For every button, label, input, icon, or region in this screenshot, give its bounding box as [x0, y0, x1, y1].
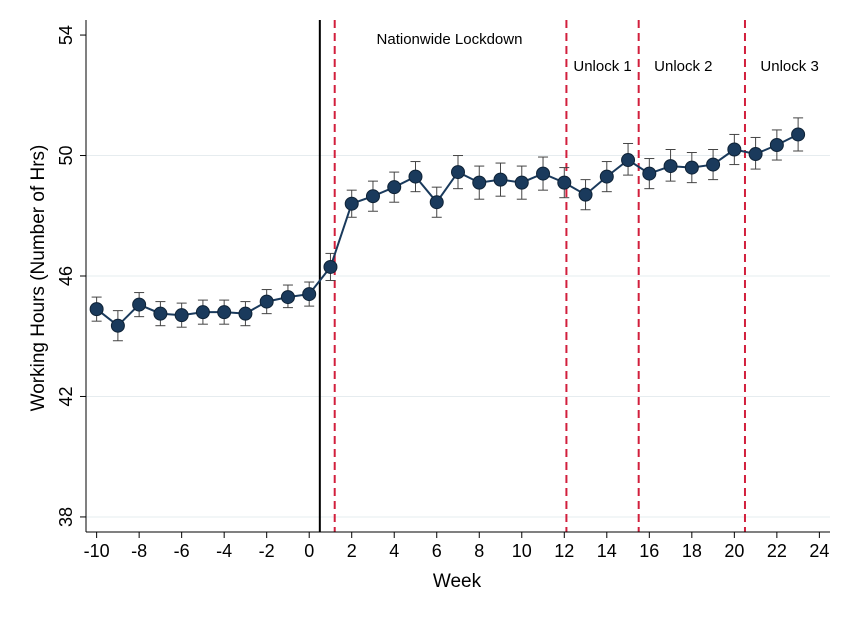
x-tick-label: 22: [767, 541, 787, 561]
x-tick-label: 20: [724, 541, 744, 561]
data-point: [557, 175, 572, 190]
x-tick-label: 18: [682, 541, 702, 561]
data-point: [408, 169, 423, 184]
annotation-label: Unlock 1: [573, 58, 631, 75]
y-tick-label: 38: [56, 507, 76, 527]
x-tick-label: 12: [554, 541, 574, 561]
x-tick-label: -4: [216, 541, 232, 561]
data-point: [621, 153, 636, 168]
data-point: [663, 159, 678, 174]
data-point: [514, 175, 529, 190]
annotation-label: Unlock 2: [654, 58, 712, 75]
data-point: [153, 306, 168, 321]
data-point: [238, 306, 253, 321]
x-tick-label: 10: [512, 541, 532, 561]
data-point: [323, 259, 338, 274]
x-tick-label: 14: [597, 541, 617, 561]
data-point: [599, 169, 614, 184]
x-tick-label: 16: [639, 541, 659, 561]
y-ticks: 38 42 46 50 54: [56, 25, 86, 527]
y-tick-label: 54: [56, 25, 76, 45]
x-tick-label: -8: [131, 541, 147, 561]
data-point: [89, 302, 104, 317]
x-tick-label: 0: [304, 541, 314, 561]
data-point: [769, 137, 784, 152]
series-line: [95, 133, 799, 328]
y-tick-label: 46: [56, 266, 76, 286]
y-axis-title: Working Hours (Number of Hrs): [28, 145, 49, 412]
data-point: [302, 287, 317, 302]
data-point: [472, 175, 487, 190]
data-points: [89, 127, 806, 333]
data-point: [429, 195, 444, 210]
data-point: [344, 196, 359, 211]
data-point: [684, 160, 699, 175]
data-point: [259, 294, 274, 309]
data-point: [217, 305, 232, 320]
data-point: [706, 157, 721, 172]
data-point: [132, 297, 147, 312]
data-point: [387, 180, 402, 195]
x-tick-label: 4: [389, 541, 399, 561]
data-point: [791, 127, 806, 142]
data-point: [195, 305, 210, 320]
data-point: [578, 187, 593, 202]
annotation-label: Unlock 3: [760, 58, 818, 75]
x-axis-title: Week: [433, 571, 482, 592]
x-tick-label: -2: [259, 541, 275, 561]
data-point: [174, 308, 189, 323]
x-tick-label: 24: [809, 541, 829, 561]
reference-lines: [318, 20, 746, 532]
data-point: [365, 189, 380, 204]
x-tick-label: -10: [84, 541, 110, 561]
data-point: [536, 166, 551, 181]
annotations: Nationwide Lockdown Unlock 1 Unlock 2 Unloc…: [377, 31, 819, 75]
x-ticks: -10 -8 -6 -4 -2 0 2 4 6 8 10 12 14 16 18 20 22 24: [84, 532, 829, 561]
x-tick-label: -6: [174, 541, 190, 561]
data-point: [727, 142, 742, 157]
x-tick-label: 2: [347, 541, 357, 561]
data-point: [451, 165, 465, 180]
data-point: [280, 290, 295, 305]
y-tick-label: 42: [56, 386, 76, 406]
y-tick-label: 50: [56, 146, 76, 166]
data-point: [110, 318, 125, 333]
data-point: [493, 172, 508, 187]
data-point: [642, 166, 657, 181]
annotation-label: Nationwide Lockdown: [377, 31, 523, 48]
x-tick-label: 6: [432, 541, 442, 561]
x-tick-label: 8: [474, 541, 484, 561]
data-point: [748, 147, 763, 162]
